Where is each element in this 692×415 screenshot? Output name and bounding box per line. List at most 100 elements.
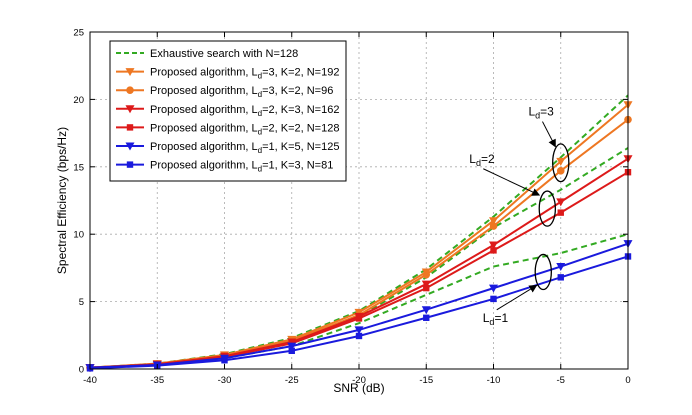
legend: Exhaustive search with N=128 Proposed alg…	[109, 40, 347, 182]
legend-label: Proposed algorithm, Ld=1, K=3, N=81	[150, 160, 333, 174]
legend-marker	[126, 124, 134, 131]
annotations: Ld=3Ld=2Ld=1	[469, 105, 570, 327]
legend-label: Exhaustive search with N=128	[150, 48, 298, 60]
legend-entry-0: Exhaustive search with N=128	[116, 48, 298, 60]
legend-label: Proposed algorithm, Ld=3, K=2, N=192	[150, 67, 339, 81]
annotation-label: Ld=2	[469, 152, 495, 168]
annotation-label-rest: =2	[481, 152, 495, 166]
x-tick-label: -5	[557, 375, 565, 386]
data-point	[557, 274, 564, 281]
annotation-arrow	[483, 168, 541, 196]
annotation-arrow	[542, 121, 556, 148]
data-point	[556, 198, 566, 207]
annotation-ellipse	[534, 253, 552, 291]
y-axis-label: Spectral Efficiency (bps/Hz)	[55, 127, 69, 274]
annotation-label-main: L	[469, 152, 476, 166]
legend-label: Proposed algorithm, Ld=2, K=2, N=128	[150, 122, 339, 136]
data-point	[489, 284, 498, 293]
legend-label-subscript: d	[258, 127, 262, 136]
annotation-ellipse	[538, 190, 557, 227]
legend-label-main: Proposed algorithm, L	[150, 67, 258, 79]
legend-label-main: Proposed algorithm, L	[150, 85, 258, 97]
annotation-ellipse	[552, 143, 570, 183]
data-point	[288, 347, 295, 355]
data-point	[490, 295, 497, 303]
annotation-arrow	[496, 284, 538, 311]
legend-entry-6: Proposed algorithm, Ld=1, K=3, N=81	[116, 160, 333, 174]
y-tick-label: 0	[79, 365, 84, 376]
annotation-label-subscript: d	[489, 317, 494, 327]
data-point	[490, 247, 497, 254]
legend-label-subscript: d	[258, 165, 262, 174]
legend-label-rest: =2, K=3, N=162	[262, 104, 339, 116]
legend-label-subscript: d	[258, 146, 262, 155]
legend-marker	[125, 105, 135, 114]
legend-entry-3: Proposed algorithm, Ld=2, K=3, N=162	[116, 104, 339, 118]
data-point	[489, 217, 498, 226]
legend-box	[109, 40, 347, 182]
legend-label-rest: =1, K=5, N=125	[262, 141, 339, 153]
annotation-label: Ld=3	[528, 105, 554, 121]
x-tick-label: -20	[352, 375, 366, 386]
data-point	[556, 167, 565, 175]
data-point	[221, 357, 228, 364]
legend-label-subscript: d	[258, 72, 262, 81]
annotation-label-rest: =1	[494, 311, 508, 325]
data-point	[489, 222, 498, 230]
y-tick-label: 15	[73, 162, 84, 173]
legend-label-rest: =3, K=2, N=96	[262, 85, 333, 97]
data-point	[421, 280, 431, 289]
legend-marker	[126, 161, 134, 168]
x-tick-label: -35	[150, 375, 164, 386]
legend-label-main: Proposed algorithm, L	[150, 160, 258, 172]
legend-label-subscript: d	[258, 90, 262, 99]
x-tick-label: 0	[625, 375, 630, 386]
legend-entry-5: Proposed algorithm, Ld=1, K=5, N=125	[116, 141, 339, 155]
y-tick-label: 25	[73, 28, 84, 39]
annotation-label-subscript: d	[476, 158, 481, 168]
x-tick-label: -30	[218, 375, 232, 386]
data-point	[287, 342, 297, 351]
legend-entry-1: Proposed algorithm, Ld=3, K=2, N=192	[116, 67, 339, 81]
legend-label-main: Proposed algorithm, L	[150, 104, 258, 116]
data-point	[423, 284, 430, 292]
legend-label-main: Proposed algorithm, L	[150, 141, 258, 153]
annotation-label-subscript: d	[535, 111, 540, 121]
data-point	[556, 263, 566, 272]
annotation-label-rest: =3	[540, 105, 554, 119]
legend-marker	[125, 142, 135, 151]
y-tick-label: 20	[73, 95, 84, 106]
annotation-2: Ld=1	[483, 253, 552, 327]
data-point	[355, 332, 363, 340]
legend-label-rest: =3, K=2, N=192	[262, 67, 339, 79]
legend-entry-4: Proposed algorithm, Ld=2, K=2, N=128	[116, 122, 339, 136]
x-tick-label: -25	[285, 375, 299, 386]
legend-label: Proposed algorithm, Ld=3, K=2, N=96	[150, 85, 333, 99]
annotation-label-main: L	[483, 311, 490, 325]
legend-label-main: Proposed algorithm, L	[150, 122, 258, 134]
legend-label-rest: =1, K=3, N=81	[262, 160, 333, 172]
data-point	[421, 306, 431, 315]
annotation-1: Ld=2	[469, 152, 557, 227]
legend-label: Proposed algorithm, Ld=1, K=5, N=125	[150, 141, 339, 155]
data-point	[557, 209, 564, 216]
y-tick-label: 5	[79, 297, 84, 308]
x-tick-label: -40	[83, 375, 97, 386]
data-point	[354, 326, 364, 335]
data-point	[355, 315, 363, 322]
annotation-label: Ld=1	[483, 311, 509, 327]
annotation-0: Ld=3	[528, 105, 570, 183]
legend-marker	[126, 86, 134, 94]
data-point	[422, 270, 431, 279]
legend-label-subscript: d	[258, 109, 262, 118]
legend-label-rest: =2, K=2, N=128	[262, 122, 339, 134]
legend-label: Proposed algorithm, Ld=2, K=3, N=162	[150, 104, 339, 118]
data-point	[489, 241, 498, 250]
data-point	[556, 157, 566, 166]
legend-entry-2: Proposed algorithm, Ld=3, K=2, N=96	[116, 85, 333, 99]
axis-ticks: -40 -35 -30 -25 -20 -15 -10 -5 0 0 5 10 15 20 25	[73, 28, 630, 387]
x-axis-label: SNR (dB)	[333, 381, 384, 395]
data-point	[423, 314, 430, 321]
x-tick-label: -15	[419, 375, 433, 386]
